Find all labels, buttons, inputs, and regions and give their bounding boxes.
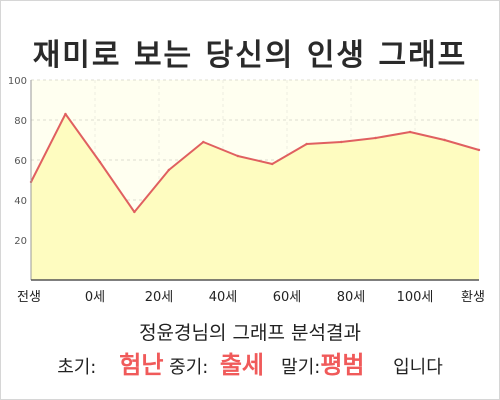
data-point bbox=[236, 154, 239, 158]
page-title: 재미로 보는 당신의 인생 그래프 bbox=[32, 38, 468, 73]
x-tick-label: 환생 bbox=[461, 290, 485, 305]
data-point bbox=[98, 160, 102, 164]
data-point bbox=[202, 140, 205, 144]
late-label: 말기: bbox=[281, 357, 321, 378]
y-tick-label: 80 bbox=[14, 116, 27, 127]
x-tick-label: 100세 bbox=[397, 290, 434, 305]
x-tick-label: 80세 bbox=[337, 290, 366, 305]
analysis-summary: 정윤경님의 그래프 분석결과 bbox=[139, 322, 361, 344]
early-value: 험난 bbox=[119, 351, 164, 379]
data-point bbox=[339, 140, 343, 144]
series-line bbox=[30, 113, 480, 213]
y-tick-label: 60 bbox=[14, 156, 27, 167]
data-point bbox=[408, 130, 412, 134]
y-tick-label: 100 bbox=[8, 76, 27, 87]
data-point bbox=[133, 210, 136, 214]
x-tick-label: 20세 bbox=[145, 290, 174, 305]
mid-value: 출세 bbox=[219, 351, 264, 379]
result-ending: 입니다 bbox=[393, 357, 443, 378]
x-tick-label: 40세 bbox=[209, 290, 238, 305]
early-label: 초기: bbox=[57, 357, 97, 378]
y-tick-label: 40 bbox=[14, 196, 27, 207]
data-point bbox=[167, 168, 171, 172]
mid-label: 중기: bbox=[169, 357, 209, 378]
data-point bbox=[374, 136, 377, 140]
x-tick-label: 전생 bbox=[17, 290, 41, 305]
x-tick-label: 60세 bbox=[273, 290, 302, 305]
y-tick-label: 20 bbox=[14, 236, 27, 247]
late-value: 평범 bbox=[320, 351, 365, 379]
data-point bbox=[64, 112, 67, 116]
analysis-result: 초기: 험난 중기: 출세 말기:평범 입니다 bbox=[0, 345, 500, 380]
data-point bbox=[477, 148, 481, 152]
area-fill bbox=[31, 114, 479, 280]
data-point bbox=[443, 138, 446, 142]
x-tick-label: 0세 bbox=[85, 290, 105, 305]
data-point bbox=[305, 142, 308, 146]
data-point bbox=[271, 162, 274, 166]
